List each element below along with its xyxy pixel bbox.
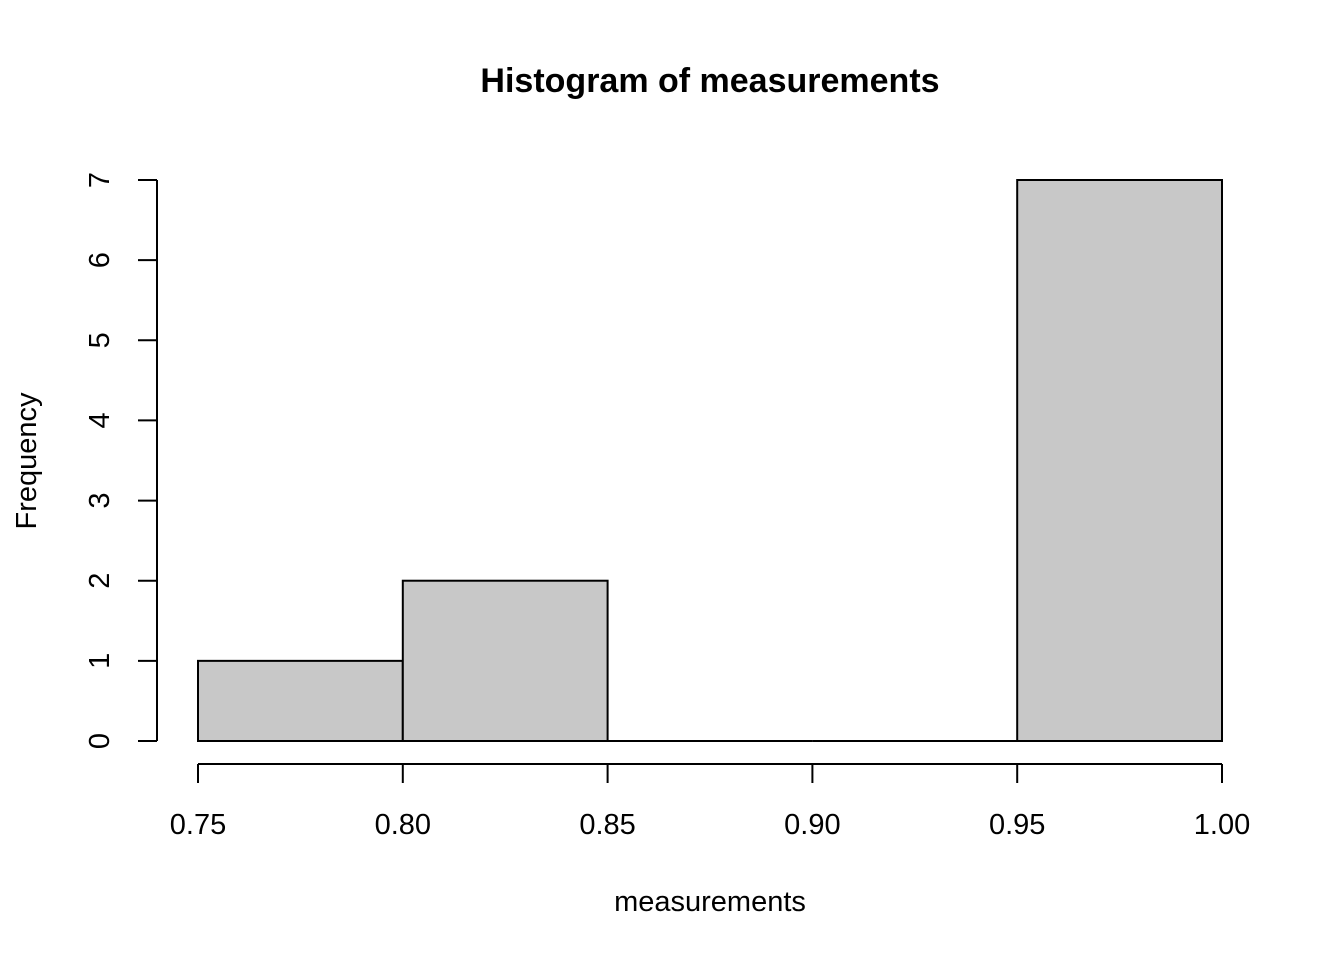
- x-axis-label: measurements: [614, 886, 806, 918]
- y-tick-label-2: 2: [84, 573, 116, 589]
- histogram-bar-0: [197, 659, 404, 742]
- x-tick-label-2: 0.85: [579, 809, 635, 841]
- chart-title: Histogram of measurements: [480, 62, 939, 100]
- y-tick-label-0: 0: [84, 733, 116, 749]
- y-tick-label-1: 1: [84, 653, 116, 669]
- x-tick-label-5: 1.00: [1194, 809, 1250, 841]
- y-axis: 0 1 2 3 4 5 6 7: [84, 172, 158, 749]
- y-tick-label-3: 3: [84, 493, 116, 509]
- y-tick-label-6: 6: [84, 252, 116, 268]
- x-tick-label-1: 0.80: [375, 809, 431, 841]
- x-tick-label-0: 0.75: [170, 809, 226, 841]
- bars-group: [197, 179, 1224, 743]
- y-tick-label-4: 4: [84, 412, 116, 428]
- histogram-bar-4: [1016, 179, 1224, 742]
- y-axis-label: Frequency: [11, 392, 43, 530]
- histogram-bar-1: [401, 579, 609, 743]
- y-tick-label-7: 7: [84, 172, 116, 188]
- y-tick-label-5: 5: [84, 332, 116, 348]
- x-axis: 0.75 0.80 0.85 0.90 0.95 1.00: [170, 763, 1250, 841]
- x-tick-label-4: 0.95: [989, 809, 1045, 841]
- x-tick-label-3: 0.90: [784, 809, 840, 841]
